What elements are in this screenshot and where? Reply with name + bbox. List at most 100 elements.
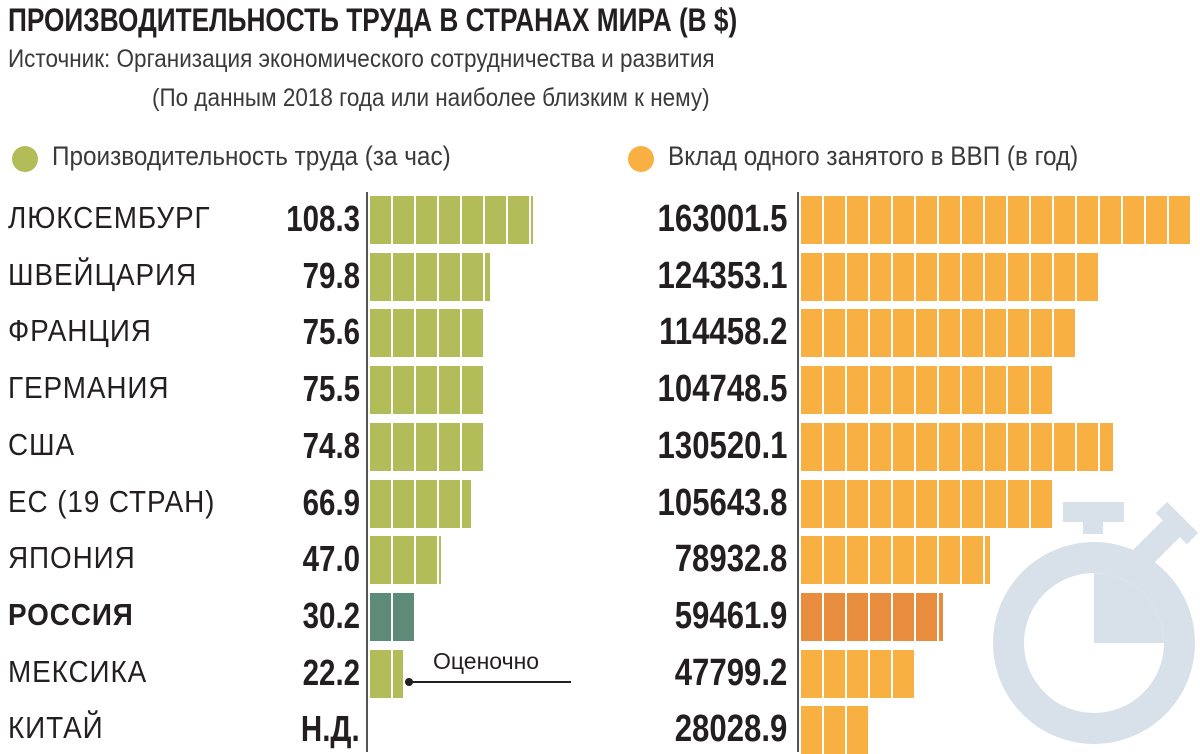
productivity-bar-segment	[393, 479, 414, 528]
country-label: РОССИЯ	[8, 596, 134, 632]
gdp-bar-segment	[1008, 422, 1029, 471]
gdp-bar-segment	[847, 252, 868, 301]
productivity-bar-segment	[393, 592, 414, 641]
country-label: ЕС (19 СТРАН)	[8, 483, 216, 519]
productivity-bar-segment	[370, 252, 391, 301]
productivity-bar-segment	[462, 309, 483, 358]
productivity-bar-segment	[370, 649, 391, 698]
gdp-bar-segment	[1077, 422, 1098, 471]
gdp-value-label: 114458.2	[658, 311, 787, 354]
gdp-bar-segment	[939, 592, 944, 641]
gdp-bar-segment	[801, 536, 822, 585]
gdp-bar-segment	[985, 366, 1006, 415]
country-label: КИТАЙ	[8, 710, 104, 746]
productivity-bar-segment	[462, 422, 483, 471]
gdp-bar-segment	[985, 479, 1006, 528]
gdp-bar-segment	[1054, 252, 1075, 301]
productivity-value-label: 74.8	[302, 424, 360, 466]
legend-green-marker	[12, 146, 38, 172]
productivity-bar-segment	[393, 196, 414, 244]
gdp-bar-segment	[801, 252, 822, 301]
productivity-bar-segment	[393, 309, 414, 358]
estimate-note-line	[409, 681, 571, 683]
country-label: ЛЮКСЕМБУРГ	[8, 200, 211, 235]
gdp-bar-segment	[939, 252, 960, 301]
gdp-bar-segment	[893, 422, 914, 471]
productivity-bar-segment	[416, 196, 437, 244]
gdp-value-label: 105643.8	[657, 481, 787, 524]
gdp-bar-segment	[824, 479, 845, 528]
gdp-bar-segment	[939, 196, 960, 244]
productivity-bar-segment	[508, 196, 529, 244]
gdp-bar-segment	[893, 309, 914, 358]
productivity-value-label: 66.9	[302, 481, 360, 523]
gdp-bar-segment	[962, 422, 983, 471]
gdp-value-label: 78932.8	[674, 538, 787, 581]
gdp-bar-segment	[847, 536, 868, 585]
productivity-bar-segment	[370, 536, 391, 585]
gdp-bar-segment	[870, 366, 891, 415]
gdp-bar-segment	[870, 309, 891, 358]
gdp-value-label: 28028.9	[674, 708, 787, 751]
gdp-value-label: 59461.9	[674, 594, 787, 637]
gdp-bar-segment	[962, 196, 983, 244]
gdp-value-label: 104748.5	[657, 368, 787, 411]
gdp-bar-segment	[916, 479, 937, 528]
productivity-bar-segment	[439, 422, 460, 471]
gdp-bar-segment	[893, 479, 914, 528]
gdp-bar-segment	[962, 309, 983, 358]
productivity-value-label: 108.3	[286, 198, 360, 239]
gdp-bar-segment	[1100, 422, 1114, 471]
chart-source: Источник: Организация экономического сот…	[8, 45, 715, 73]
gdp-bar-segment	[870, 422, 891, 471]
productivity-bar-segment	[439, 479, 460, 528]
gdp-bar-segment	[801, 309, 822, 358]
gdp-bar-segment	[1077, 252, 1098, 301]
gdp-value-label: 47799.2	[674, 651, 787, 694]
productivity-bar-segment	[393, 252, 414, 301]
gdp-bar-segment	[1146, 196, 1167, 244]
productivity-bar-segment	[531, 196, 533, 244]
gdp-bar-segment	[801, 592, 822, 641]
gdp-bar-segment	[801, 196, 822, 244]
gdp-bar-segment	[1031, 252, 1052, 301]
legend-orange-marker	[628, 146, 654, 172]
gdp-bar-segment	[1031, 366, 1052, 415]
gdp-bar-segment	[1031, 422, 1052, 471]
gdp-bar-segment	[985, 309, 1006, 358]
gdp-bar-segment	[939, 309, 960, 358]
legend-productivity: Производительность труда (за час)	[52, 141, 451, 171]
axis-right	[797, 192, 799, 752]
gdp-bar-segment	[1100, 196, 1121, 244]
productivity-bar-segment	[416, 252, 437, 301]
gdp-bar-segment	[1123, 196, 1144, 244]
gdp-bar-segment	[1008, 252, 1029, 301]
productivity-value-label: Н.Д.	[301, 708, 360, 750]
gdp-bar-segment	[893, 196, 914, 244]
gdp-bar-segment	[870, 196, 891, 244]
gdp-bar-segment	[824, 252, 845, 301]
productivity-value-label: 79.8	[302, 254, 360, 296]
chart-title: ПРОИЗВОДИТЕЛЬНОСТЬ ТРУДА В СТРАНАХ МИРА …	[8, 2, 738, 38]
productivity-bar-segment	[462, 479, 471, 528]
gdp-bar-segment	[939, 536, 960, 585]
gdp-bar-segment	[824, 592, 845, 641]
productivity-bar-segment	[416, 422, 437, 471]
gdp-bar-segment	[847, 706, 868, 754]
productivity-bar-segment	[462, 366, 483, 415]
productivity-bar-segment	[370, 196, 391, 244]
gdp-bar-segment	[870, 592, 891, 641]
productivity-bar-segment	[439, 366, 460, 415]
gdp-bar-segment	[916, 196, 937, 244]
country-label: ЯПОНИЯ	[8, 540, 136, 576]
gdp-bar-segment	[1008, 366, 1029, 415]
productivity-bar-segment	[439, 309, 460, 358]
productivity-value-label: 47.0	[302, 538, 360, 580]
productivity-bar-segment	[462, 252, 483, 301]
gdp-bar-segment	[870, 252, 891, 301]
productivity-bar-segment	[439, 536, 441, 585]
productivity-bar-segment	[370, 309, 391, 358]
gdp-bar-segment	[824, 366, 845, 415]
productivity-bar-segment	[393, 366, 414, 415]
gdp-bar-segment	[824, 196, 845, 244]
